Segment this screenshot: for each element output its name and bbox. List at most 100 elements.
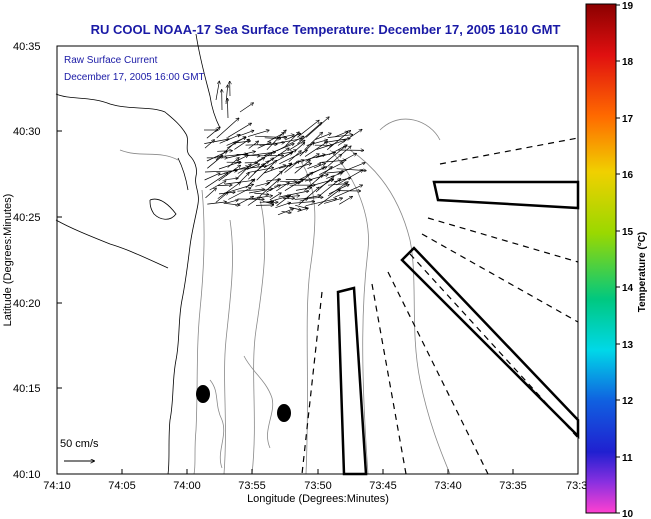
current-vector: [276, 183, 289, 192]
current-vector: [278, 191, 309, 198]
colorbar-tick-label: 11: [622, 453, 633, 464]
current-vector: [248, 189, 273, 194]
current-vector: [299, 199, 308, 202]
current-vector: [339, 154, 356, 163]
current-vector: [297, 208, 309, 212]
current-vector: [234, 139, 249, 150]
current-vector: [248, 164, 264, 180]
current-vector: [227, 99, 228, 119]
current-vector: [256, 161, 277, 181]
current-vector: [299, 142, 314, 157]
current-vector: [315, 133, 331, 140]
current-vector: [217, 151, 232, 152]
current-vector: [326, 131, 350, 150]
colorbar-ticks: [616, 4, 620, 514]
current-vector: [224, 202, 240, 205]
surface-current-vectors: [204, 81, 366, 216]
current-vector: [305, 117, 329, 138]
xtick-label: 73:40: [434, 480, 462, 492]
current-vector: [217, 185, 232, 186]
xtick-label: 74:05: [108, 480, 136, 492]
current-vector: [325, 146, 346, 163]
ytick-label: 40:20: [13, 298, 41, 310]
colorbar-tick-label: 16: [622, 170, 634, 181]
current-vector: [237, 158, 265, 174]
survey-lines: [301, 137, 579, 475]
current-vector: [205, 188, 217, 199]
current-vector: [247, 168, 274, 173]
current-vector: [207, 202, 226, 205]
scale-label: 50 cm/s: [60, 438, 99, 450]
current-vector: [226, 137, 246, 149]
current-vector: [295, 188, 311, 191]
current-vector: [226, 200, 238, 204]
current-vector: [304, 175, 322, 191]
current-vector: [264, 153, 292, 168]
current-vector: [324, 198, 342, 204]
current-vector: [204, 171, 237, 172]
current-vector: [327, 135, 353, 138]
current-vector: [298, 187, 319, 206]
current-vector: [239, 103, 253, 113]
current-vector: [318, 179, 340, 197]
current-vector: [307, 164, 321, 169]
xtick-label: 73:3: [566, 480, 587, 492]
map-title: RU COOL NOAA-17 Sea Surface Temperature:…: [90, 22, 561, 37]
current-vector: [276, 196, 290, 206]
current-vector: [304, 132, 322, 150]
current-vector: [266, 185, 280, 193]
current-vector: [285, 132, 300, 147]
current-vector: [336, 170, 363, 186]
current-vector: [284, 179, 304, 191]
current-vector: [204, 173, 220, 181]
current-vector: [204, 140, 214, 149]
current-vector: [227, 123, 252, 138]
current-vector: [254, 193, 268, 194]
colorbar-tick-label: 10: [622, 509, 634, 519]
colorbar-tick-label: 13: [622, 340, 634, 351]
current-vector: [205, 173, 227, 189]
colorbar-tick-label: 17: [622, 114, 634, 125]
current-vector: [266, 196, 291, 203]
current-vector: [288, 151, 301, 162]
current-vector: [288, 140, 304, 151]
current-vector: [275, 203, 290, 209]
current-vector: [277, 209, 293, 216]
current-vector: [204, 139, 229, 144]
xtick-label: 74:00: [173, 480, 201, 492]
current-vector: [237, 173, 249, 185]
current-vector: [236, 164, 251, 180]
colorbar-tick-label: 12: [622, 396, 634, 407]
current-vector: [284, 161, 300, 173]
xtick-label: 73:55: [238, 480, 266, 492]
current-vector: [227, 158, 239, 168]
x-axis-title: Longitude (Degrees:Minutes): [247, 493, 389, 505]
current-vector: [266, 130, 286, 150]
current-vector: [276, 135, 294, 139]
current-vector: [215, 193, 228, 203]
current-vector: [337, 163, 365, 175]
current-vector: [207, 156, 222, 169]
current-vector: [264, 165, 285, 174]
xtick-label: 73:45: [369, 480, 397, 492]
current-vector: [294, 160, 310, 174]
current-vector: [297, 123, 322, 145]
marker-dot: [277, 404, 291, 422]
coastline: [55, 33, 221, 475]
current-vector: [319, 160, 346, 163]
colorbar-tick-label: 15: [622, 227, 634, 238]
current-vector: [219, 135, 240, 144]
ytick-label: 40:25: [13, 212, 41, 224]
current-vector: [218, 165, 241, 182]
current-vector: [306, 196, 321, 199]
xtick-label: 74:10: [43, 480, 71, 492]
current-vector: [259, 180, 279, 197]
current-vector: [289, 206, 301, 210]
current-vector: [216, 118, 239, 139]
colorbar-tick-label: 19: [622, 1, 634, 12]
current-vector: [279, 181, 297, 182]
ytick-label: 40:35: [13, 41, 41, 53]
colorbar-tick-label: 14: [622, 283, 634, 294]
current-vector: [269, 193, 281, 201]
